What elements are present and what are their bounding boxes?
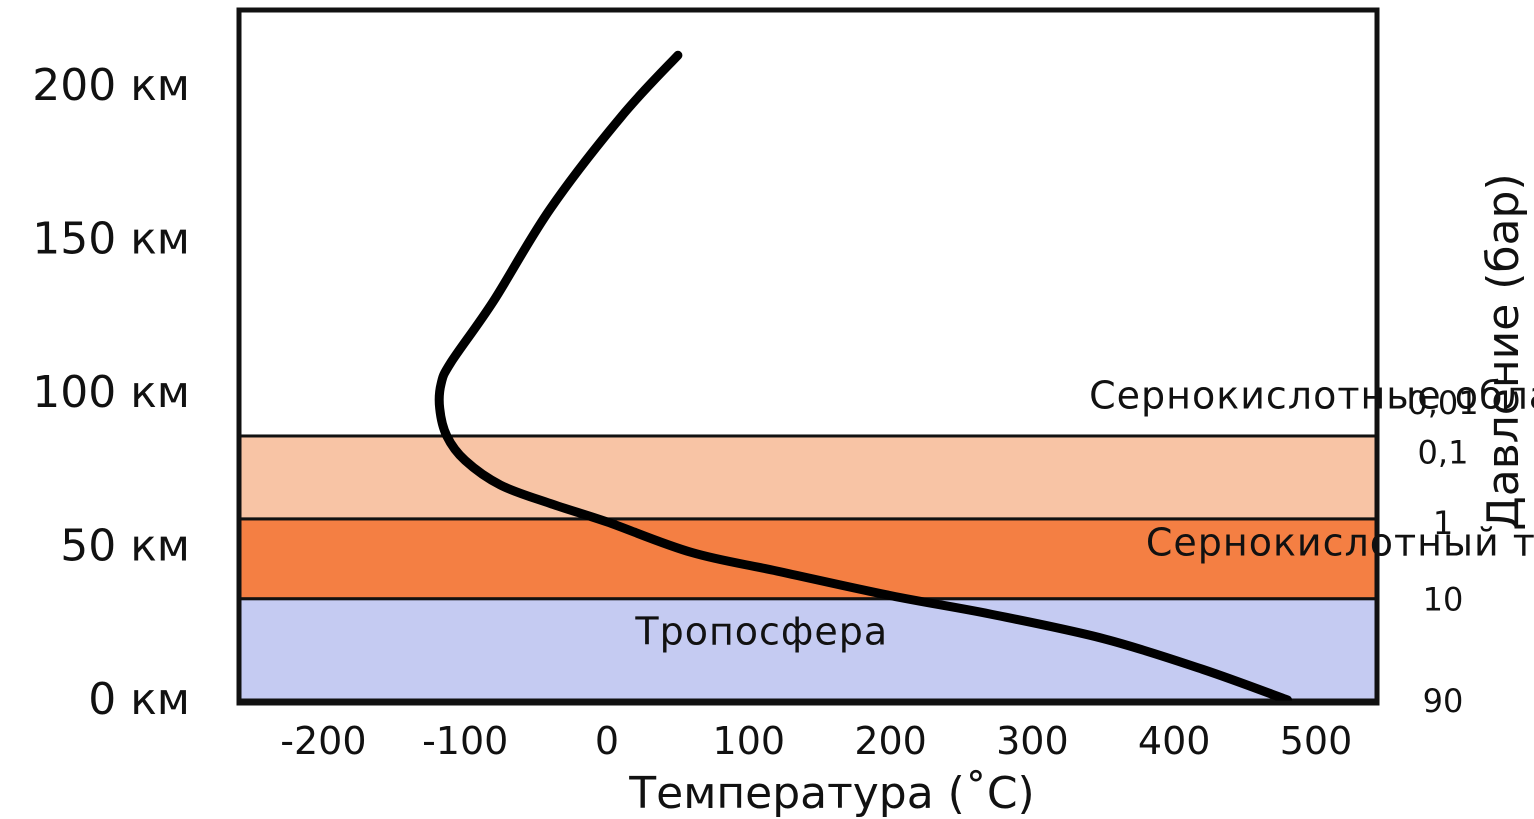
altitude-axis: 0 км 50 км 100 км 150 км 200 км bbox=[32, 60, 190, 725]
pressure-tick-label: 0,01 bbox=[1407, 384, 1478, 422]
pressure-tick-label: 0,1 bbox=[1418, 433, 1469, 471]
band-2 bbox=[237, 434, 1379, 521]
annotation-0: Сернокислотные облака bbox=[1089, 373, 1534, 417]
temperature-tick-label: -100 bbox=[422, 719, 508, 763]
annotations-layer: Тропосфера Сернокислотный туман Сернокисло… bbox=[634, 373, 1534, 653]
plot-frame bbox=[236, 7, 1380, 706]
band-0 bbox=[237, 597, 1379, 702]
pressure-axis: 90 10 1 0,1 0,01 bbox=[1407, 384, 1478, 720]
altitude-tick-label: 100 км bbox=[32, 367, 190, 418]
band-label-0: Тропосфера bbox=[634, 610, 888, 654]
altitude-tick-label: 200 км bbox=[32, 60, 190, 111]
temperature-tick-label: 300 bbox=[996, 719, 1069, 763]
band-label-1: Сернокислотный туман bbox=[1146, 521, 1534, 565]
right-axis-label: Давление (бар) bbox=[1478, 173, 1529, 530]
temperature-tick-label: 500 bbox=[1280, 719, 1353, 763]
altitude-tick-label: 150 км bbox=[32, 214, 190, 265]
pressure-tick-label: 1 bbox=[1433, 504, 1453, 542]
temperature-tick-label: 100 bbox=[713, 719, 786, 763]
x-axis-label: Температура (˚C) bbox=[628, 768, 1034, 819]
temperature-tick-label: 0 bbox=[595, 719, 619, 763]
altitude-tick-label: 50 км bbox=[60, 521, 190, 572]
temperature-tick-label: 200 bbox=[854, 719, 927, 763]
altitude-tick-label: 0 км bbox=[88, 674, 190, 725]
curve-layer bbox=[434, 50, 1293, 705]
temperature-tick-label: 400 bbox=[1138, 719, 1211, 763]
temperature-curve bbox=[434, 50, 1293, 705]
temperature-axis: -200 -100 0 100 200 300 400 500 bbox=[280, 719, 1352, 763]
pressure-tick-label: 10 bbox=[1423, 581, 1464, 619]
pressure-tick-label: 90 bbox=[1423, 682, 1464, 720]
temperature-tick-label: -200 bbox=[280, 719, 366, 763]
band-1 bbox=[237, 517, 1379, 601]
bands-layer bbox=[237, 434, 1379, 702]
